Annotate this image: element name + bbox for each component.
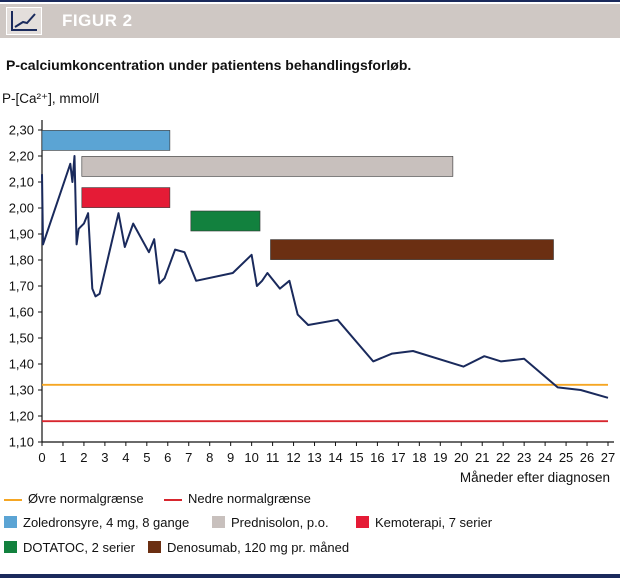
- calcium-chart: 1,10 1,20 1,30 1,40 1,50 1,60 1,70 1,80 1,90 2,00…: [9, 120, 615, 485]
- y-tick-label: 1,10: [9, 435, 34, 450]
- legend-label: DOTATOC, 2 serier: [23, 540, 135, 555]
- x-tick-label: 21: [475, 450, 489, 465]
- x-tick-label: 20: [454, 450, 468, 465]
- line-chart-icon: [6, 7, 42, 35]
- legend-dotatoc: DOTATOC, 2 serier: [4, 540, 135, 555]
- legend-lower-normal: Nedre normalgrænse: [164, 491, 311, 506]
- dotatoc-swatch: [4, 541, 17, 553]
- treatment-bar: [81, 187, 171, 208]
- lower-normal-swatch: [164, 498, 182, 501]
- y-tick-label: 2,20: [9, 149, 34, 164]
- prednisolon-swatch: [212, 516, 225, 528]
- y-axis-label: P-[Ca²⁺], mmol/l: [2, 91, 100, 106]
- y-tick-label: 2,10: [9, 175, 34, 190]
- x-tick-label: 10: [244, 450, 258, 465]
- legend-denosumab: Denosumab, 120 mg pr. måned: [148, 540, 349, 555]
- x-tick-label: 26: [580, 450, 594, 465]
- treatment-bar: [41, 130, 171, 151]
- zoledronsyre-swatch: [4, 516, 17, 528]
- kemoterapi-swatch: [356, 516, 369, 528]
- x-axis-label: Måneder efter diagnosen: [460, 470, 610, 485]
- treatment-bar: [81, 156, 454, 177]
- y-tick-label: 1,20: [9, 409, 34, 424]
- y-tick-label: 1,30: [9, 383, 34, 398]
- x-tick-label: 18: [412, 450, 426, 465]
- x-tick-label: 25: [559, 450, 573, 465]
- x-tick-label: 11: [266, 450, 280, 465]
- x-tick-label: 14: [328, 450, 342, 465]
- legend-upper-normal: Øvre normalgrænse: [4, 491, 144, 506]
- x-tick-label: 1: [59, 450, 66, 465]
- x-tick-label: 19: [433, 450, 447, 465]
- x-tick-label: 17: [391, 450, 405, 465]
- y-tick-label: 2,30: [9, 123, 34, 138]
- y-tick-label: 1,40: [9, 357, 34, 372]
- x-tick-label: 3: [101, 450, 108, 465]
- figure-header: FIGUR 2: [0, 4, 620, 38]
- legend-prednisolon: Prednisolon, p.o.: [212, 515, 329, 530]
- figure-title: FIGUR 2: [62, 11, 133, 30]
- y-tick-label: 1,90: [9, 227, 34, 242]
- bottom-rule: [0, 574, 620, 578]
- x-tick-label: 15: [349, 450, 363, 465]
- x-tick-label: 8: [206, 450, 213, 465]
- x-tick-label: 13: [307, 450, 321, 465]
- treatment-bar: [270, 239, 554, 260]
- x-tick-label: 5: [143, 450, 150, 465]
- legend-label: Øvre normalgrænse: [28, 491, 144, 506]
- y-tick-label: 1,50: [9, 331, 34, 346]
- legend-label: Kemoterapi, 7 serier: [375, 515, 493, 530]
- x-tick-label: 9: [227, 450, 234, 465]
- x-tick-label: 6: [164, 450, 171, 465]
- x-tick-label: 23: [517, 450, 531, 465]
- legend-label: Prednisolon, p.o.: [231, 515, 329, 530]
- y-tick-label: 1,80: [9, 253, 34, 268]
- x-tick-label: 0: [38, 450, 45, 465]
- legend-label: Nedre normalgrænse: [188, 491, 311, 506]
- denosumab-swatch: [148, 541, 161, 553]
- x-tick-label: 2: [80, 450, 87, 465]
- x-tick-label: 27: [601, 450, 615, 465]
- treatment-bar: [190, 210, 261, 232]
- y-tick-label: 2,00: [9, 201, 34, 216]
- legend-label: Zoledronsyre, 4 mg, 8 gange: [23, 515, 190, 530]
- legend-zoledronsyre: Zoledronsyre, 4 mg, 8 gange: [4, 515, 189, 530]
- y-tick-label: 1,60: [9, 305, 34, 320]
- calcium-series-line: [41, 155, 609, 399]
- legend-kemoterapi: Kemoterapi, 7 serier: [356, 515, 492, 530]
- x-tick-label: 24: [538, 450, 552, 465]
- x-tick-label: 16: [370, 450, 384, 465]
- x-tick-label: 12: [286, 450, 300, 465]
- y-tick-label: 1,70: [9, 279, 34, 294]
- figure-caption: P-calciumkoncentration under patientens …: [6, 57, 412, 73]
- legend-label: Denosumab, 120 mg pr. måned: [167, 540, 350, 555]
- top-rule: [0, 0, 620, 2]
- x-tick-label: 4: [122, 450, 129, 465]
- x-tick-label: 7: [185, 450, 192, 465]
- upper-normal-swatch: [4, 498, 22, 501]
- x-tick-label: 22: [496, 450, 510, 465]
